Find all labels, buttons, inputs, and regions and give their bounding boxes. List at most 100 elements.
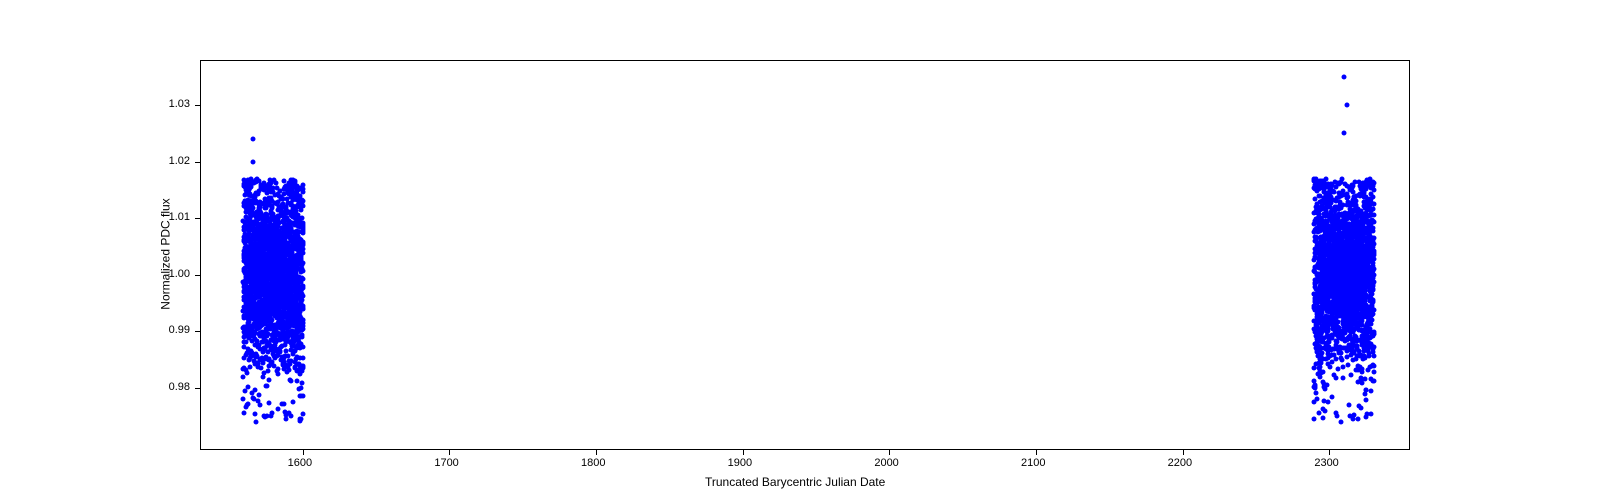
- x-tick-mark: [1036, 450, 1037, 455]
- data-point: [275, 369, 280, 374]
- data-point: [1359, 369, 1364, 374]
- y-tick-label: 0.98: [169, 381, 190, 393]
- data-point: [282, 178, 287, 183]
- data-point: [300, 335, 305, 340]
- x-tick-label: 1900: [728, 457, 752, 469]
- data-point: [269, 205, 274, 210]
- x-tick-label: 1700: [434, 457, 458, 469]
- x-tick-label: 1600: [288, 457, 312, 469]
- data-point: [301, 412, 306, 417]
- data-point: [301, 321, 306, 326]
- data-point: [241, 375, 246, 380]
- data-point: [245, 402, 250, 407]
- data-point: [298, 208, 303, 213]
- data-point: [1334, 413, 1339, 418]
- data-point: [1330, 395, 1335, 400]
- x-tick-label: 2200: [1168, 457, 1192, 469]
- data-point: [1312, 417, 1317, 422]
- data-point: [1333, 356, 1338, 361]
- data-point: [1363, 387, 1368, 392]
- data-point: [265, 369, 270, 374]
- data-point: [301, 250, 306, 255]
- data-point: [300, 298, 305, 303]
- data-point: [1325, 399, 1330, 404]
- data-point: [300, 189, 305, 194]
- data-point: [300, 260, 305, 265]
- data-point: [1322, 409, 1327, 414]
- x-tick-label: 2300: [1314, 457, 1338, 469]
- data-point: [1353, 198, 1358, 203]
- data-point: [269, 410, 274, 415]
- y-tick-label: 1.02: [169, 155, 190, 167]
- x-tick-mark: [889, 450, 890, 455]
- y-tick-mark: [195, 331, 200, 332]
- data-point: [258, 402, 263, 407]
- data-point: [300, 363, 305, 368]
- data-point: [1340, 375, 1345, 380]
- data-point: [300, 220, 305, 225]
- data-point: [300, 268, 305, 273]
- data-point: [1368, 322, 1373, 327]
- data-point: [300, 381, 305, 386]
- data-point: [241, 397, 246, 402]
- y-tick-mark: [195, 275, 200, 276]
- data-point: [1364, 397, 1369, 402]
- x-tick-mark: [1183, 450, 1184, 455]
- data-point: [301, 285, 306, 290]
- data-point: [301, 356, 306, 361]
- data-point: [1314, 390, 1319, 395]
- data-point: [1339, 355, 1344, 360]
- data-point: [1355, 416, 1360, 421]
- scatter-chart: Normalized PDC flux Truncated Barycentri…: [0, 0, 1600, 500]
- data-point: [245, 385, 250, 390]
- data-point: [301, 293, 306, 298]
- data-point: [266, 378, 271, 383]
- data-point: [287, 368, 292, 373]
- y-tick-mark: [195, 105, 200, 106]
- x-tick-label: 2100: [1021, 457, 1045, 469]
- data-point: [1359, 406, 1364, 411]
- x-tick-mark: [596, 450, 597, 455]
- data-point: [253, 411, 258, 416]
- data-point: [274, 180, 279, 185]
- data-point: [288, 379, 293, 384]
- data-point: [257, 392, 262, 397]
- data-point: [1320, 370, 1325, 375]
- data-point: [300, 275, 305, 280]
- data-point: [1335, 366, 1340, 371]
- data-point: [291, 400, 296, 405]
- y-tick-label: 1.00: [169, 268, 190, 280]
- data-point: [301, 242, 306, 247]
- data-point: [1325, 383, 1330, 388]
- y-tick-mark: [195, 388, 200, 389]
- data-point: [298, 386, 303, 391]
- data-point: [301, 306, 306, 311]
- y-tick-label: 0.99: [169, 324, 190, 336]
- y-tick-label: 1.03: [169, 98, 190, 110]
- data-point: [277, 349, 282, 354]
- data-point: [1348, 373, 1353, 378]
- plot-area: [200, 60, 1410, 450]
- data-point: [261, 375, 266, 380]
- y-tick-label: 1.01: [169, 211, 190, 223]
- data-point: [1350, 185, 1355, 190]
- data-point: [260, 361, 265, 366]
- data-point: [282, 401, 287, 406]
- data-point: [275, 406, 280, 411]
- x-tick-mark: [1329, 450, 1330, 455]
- data-point: [242, 411, 247, 416]
- data-point: [1315, 397, 1320, 402]
- data-point: [1320, 416, 1325, 421]
- data-point: [300, 203, 305, 208]
- data-point: [1320, 350, 1325, 355]
- x-tick-mark: [303, 450, 304, 455]
- y-tick-mark: [195, 218, 200, 219]
- data-point: [1313, 382, 1318, 387]
- data-point: [1369, 389, 1374, 394]
- data-point: [252, 387, 257, 392]
- data-point: [1346, 402, 1351, 407]
- data-point: [300, 326, 305, 331]
- data-point: [264, 384, 269, 389]
- data-point: [1346, 363, 1351, 368]
- data-point: [1328, 365, 1333, 370]
